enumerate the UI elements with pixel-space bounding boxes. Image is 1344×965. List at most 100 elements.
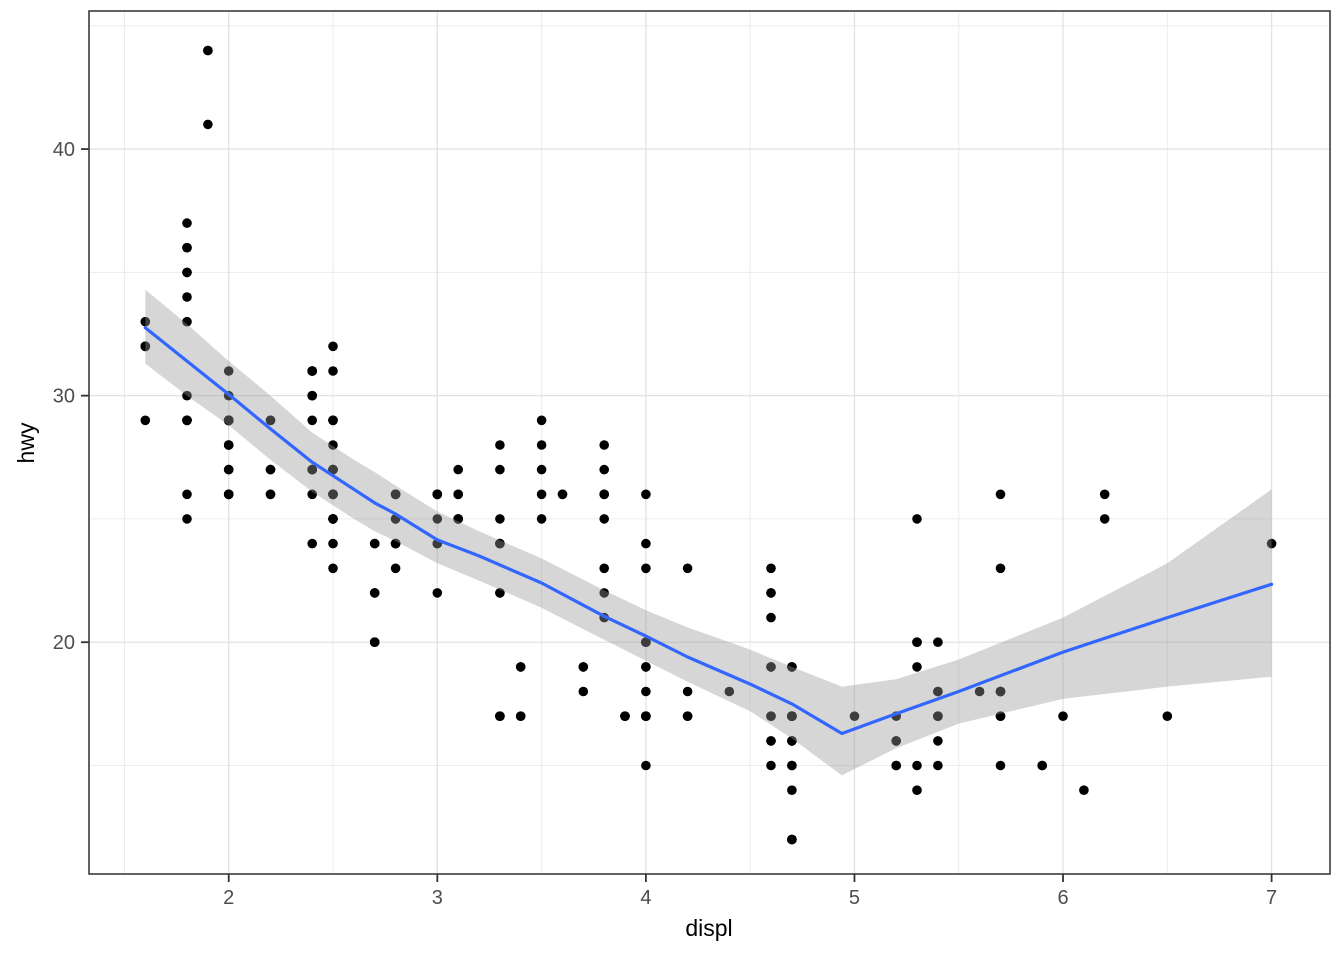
x-tick-label: 2 [223, 887, 234, 909]
data-point [599, 440, 609, 450]
data-point [369, 538, 380, 549]
data-point [787, 662, 797, 672]
data-point [307, 489, 318, 500]
y-axis-title: hwy [13, 422, 39, 463]
data-point [787, 760, 797, 771]
data-point [557, 489, 568, 500]
data-point [369, 637, 380, 647]
data-point [182, 316, 192, 327]
data-point [223, 489, 234, 500]
data-point [641, 686, 651, 697]
data-point [140, 341, 151, 352]
data-point [495, 440, 505, 450]
data-point [328, 341, 338, 352]
data-point [912, 785, 922, 795]
x-tick-label: 3 [432, 887, 443, 909]
data-point [182, 267, 192, 278]
y-tick-label: 20 [53, 632, 75, 654]
data-point [453, 514, 464, 524]
data-point [682, 563, 693, 574]
axes: 2 3 4 5 6 7 20 30 40 [53, 139, 1277, 909]
data-point [140, 316, 151, 327]
data-point [265, 415, 276, 426]
data-point [599, 588, 609, 598]
data-point [223, 415, 234, 426]
data-point [766, 588, 776, 598]
data-point [891, 736, 901, 746]
data-point [265, 489, 276, 500]
data-point [328, 440, 338, 450]
data-point [641, 662, 651, 672]
data-point [390, 489, 401, 500]
data-point [182, 415, 192, 426]
data-point [933, 760, 943, 771]
data-point [933, 736, 943, 746]
data-point [995, 489, 1006, 500]
data-point [599, 464, 609, 475]
data-point [787, 834, 797, 845]
data-point [515, 662, 526, 672]
data-point [453, 464, 464, 475]
data-point [974, 686, 985, 697]
data-point [203, 119, 213, 130]
data-point [1079, 785, 1089, 795]
data-point [369, 588, 380, 598]
data-point [307, 538, 318, 549]
data-point [515, 711, 526, 721]
data-point [766, 612, 776, 623]
data-point [328, 366, 338, 376]
data-point [223, 464, 234, 475]
data-point [599, 489, 609, 500]
data-point [787, 785, 797, 795]
data-point [766, 563, 776, 574]
data-point [182, 218, 192, 228]
data-point [328, 538, 338, 549]
data-point [933, 686, 943, 697]
data-point [265, 464, 276, 475]
data-point [682, 686, 693, 697]
data-point [766, 736, 776, 746]
data-point [432, 489, 443, 500]
x-axis-title: displ [685, 915, 732, 941]
data-point [182, 489, 192, 500]
data-point [182, 390, 192, 401]
data-point [933, 711, 943, 721]
data-point [495, 464, 505, 475]
data-point [536, 415, 547, 426]
data-point [995, 563, 1006, 574]
data-point [328, 514, 338, 524]
data-point [203, 45, 213, 56]
data-point [328, 563, 338, 574]
data-point [495, 711, 505, 721]
data-point [1058, 711, 1068, 721]
data-point [849, 711, 860, 721]
data-point [390, 563, 401, 574]
data-point [536, 489, 547, 500]
data-point [453, 489, 464, 500]
data-point [495, 538, 505, 549]
data-point [390, 538, 401, 549]
data-point [328, 415, 338, 426]
data-point [641, 563, 651, 574]
data-point [912, 514, 922, 524]
data-point [766, 662, 776, 672]
data-point [620, 711, 630, 721]
x-tick-label: 4 [640, 887, 651, 909]
data-point [182, 242, 192, 253]
data-point [495, 514, 505, 524]
data-point [182, 292, 192, 302]
panel-border [88, 10, 1331, 875]
data-point [307, 464, 318, 475]
data-point [432, 588, 443, 598]
data-point [912, 662, 922, 672]
data-point [307, 390, 318, 401]
confidence-ribbon [145, 289, 1272, 776]
data-point [641, 637, 651, 647]
data-point [995, 760, 1006, 771]
data-point [682, 711, 693, 721]
data-point [787, 736, 797, 746]
data-point [1037, 760, 1047, 771]
data-point [328, 489, 338, 500]
data-point [641, 711, 651, 721]
